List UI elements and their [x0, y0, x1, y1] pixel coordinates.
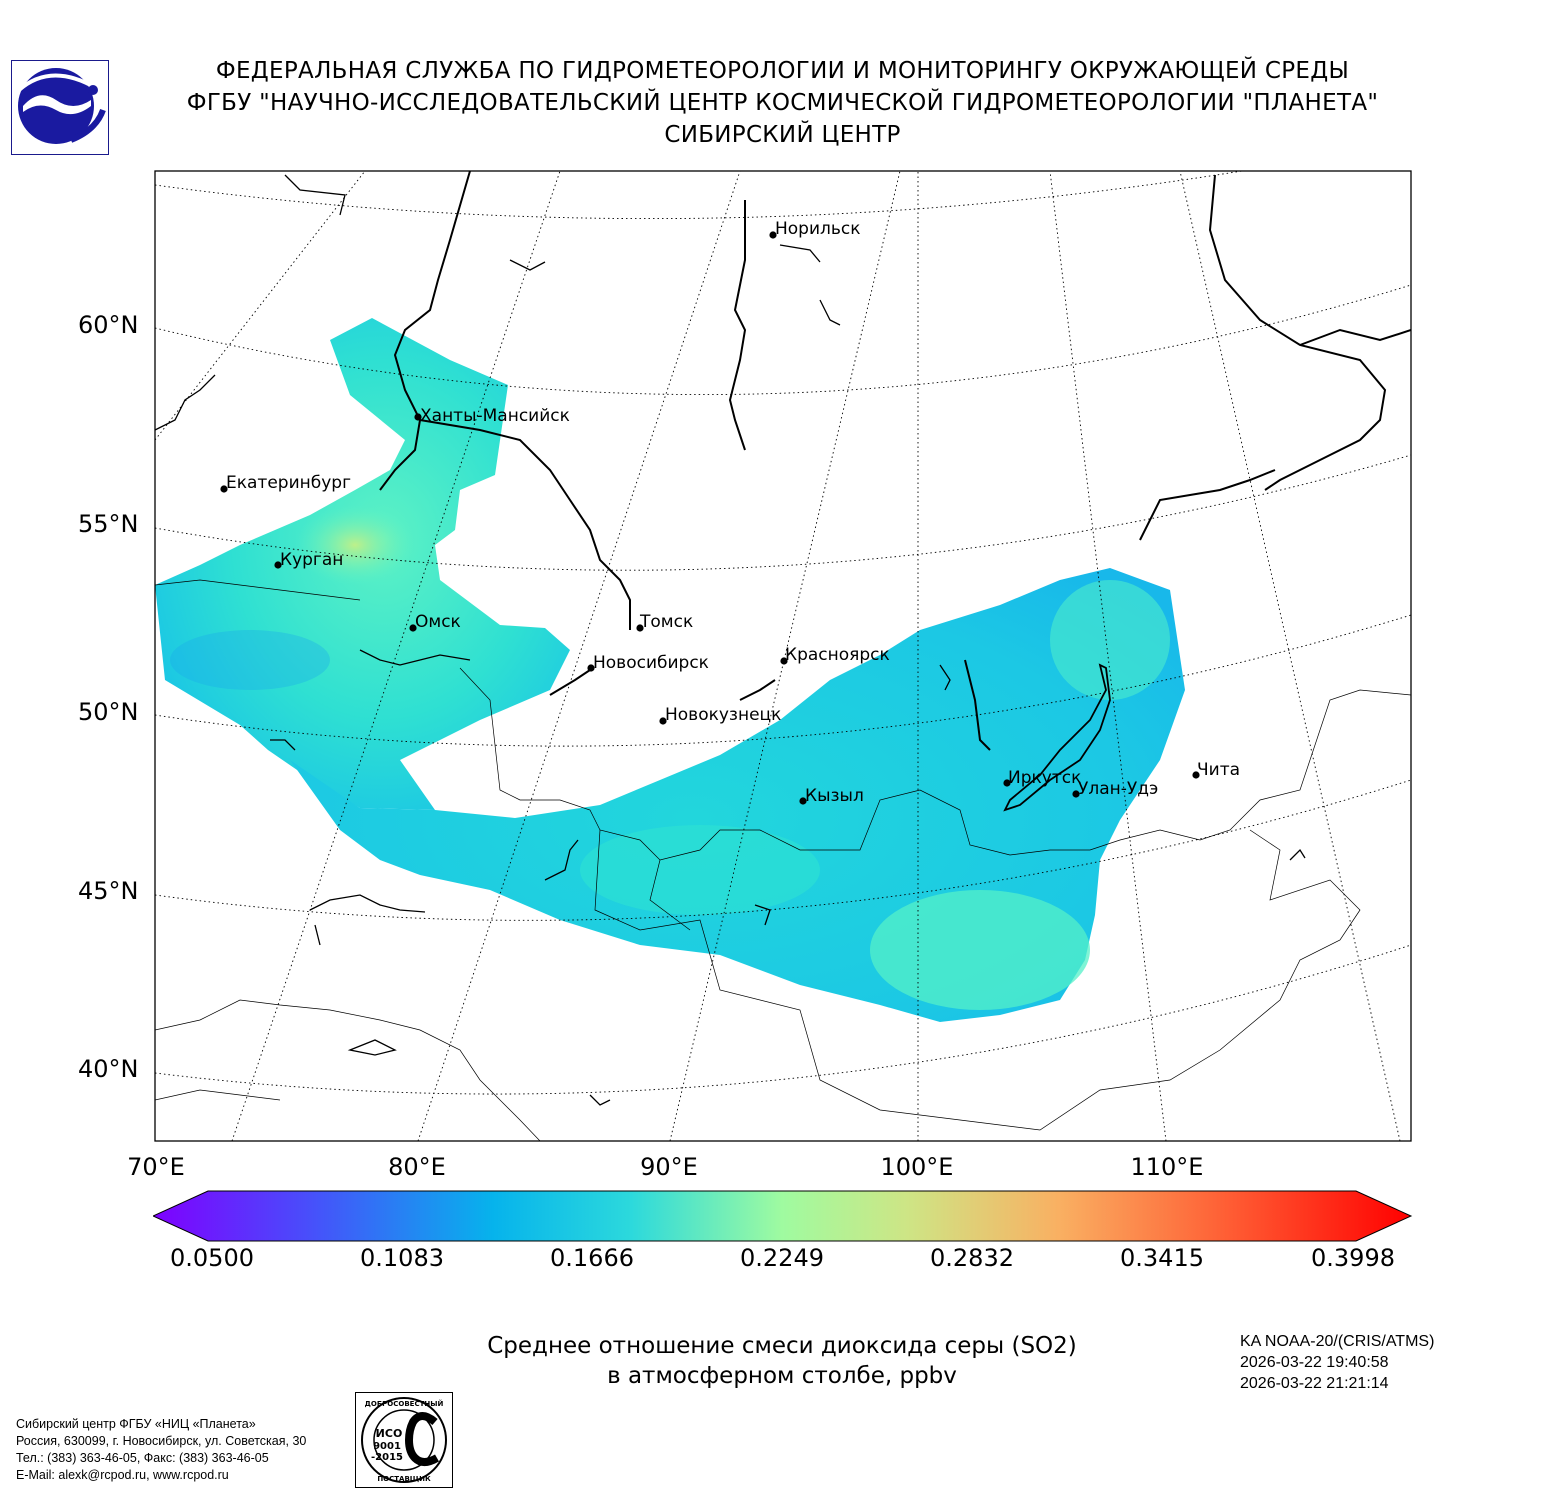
city-label-ulan-ude: Улан-Удэ [1078, 779, 1158, 799]
city-label-chita: Чита [1197, 760, 1240, 780]
lon-label-100: 100°E [880, 1153, 954, 1181]
colorbar-tick-0: 0.0500 [170, 1244, 254, 1272]
satellite-end-time: 2026-03-22 21:21:14 [1240, 1375, 1389, 1392]
so2-band-southeast [870, 890, 1090, 1010]
city-marker-omsk [409, 624, 417, 632]
so2-band-northeast [1050, 580, 1170, 700]
city-marker-tomsk [636, 624, 644, 632]
city-markers [220, 231, 1200, 805]
city-marker-norilsk [769, 231, 777, 239]
caption-line-2: в атмосферном столбе, ppbv [607, 1363, 957, 1389]
city-label-krasnoyarsk: Красноярск [785, 645, 890, 665]
lat-label-55: 55°N [78, 510, 139, 538]
header-line-2: ФГБУ "НАУЧНО-ИССЛЕДОВАТЕЛЬСКИЙ ЦЕНТР КОС… [186, 90, 1379, 116]
city-marker-kurgan [274, 561, 282, 569]
city-label-omsk: Омск [415, 612, 461, 632]
city-label-novokuznetsk: Новокузнецк [665, 705, 781, 725]
lat-label-40: 40°N [78, 1055, 139, 1083]
stamp-text-iso: ИСО [376, 1427, 403, 1440]
so2-max-kurgan [295, 505, 415, 585]
graticule-meridians [155, 171, 1401, 1141]
lakes-and-coast [155, 174, 1306, 1106]
city-marker-yekaterinburg [220, 485, 228, 493]
city-label-kyzyl: Кызыл [805, 786, 864, 806]
city-label-kurgan: Курган [280, 550, 343, 570]
contact-address: Россия, 630099, г. Новосибирск, ул. Сове… [16, 1434, 307, 1448]
country-borders [155, 579, 1411, 1141]
colorbar-tick-6: 0.3998 [1311, 1244, 1395, 1272]
colorbar-tick-5: 0.3415 [1120, 1244, 1204, 1272]
colorbar-tick-4: 0.2832 [930, 1244, 1014, 1272]
lat-label-45: 45°N [78, 877, 139, 905]
city-label-irkutsk: Иркутск [1008, 768, 1081, 788]
lake-baikal [1003, 663, 1111, 812]
iso-stamp-icon: ДОБРОСОВЕСТНЫЙ ИСО 9001 -2015 ПОСТАВЩИК [355, 1392, 453, 1488]
city-label-novosibirsk: Новосибирск [593, 653, 709, 673]
lon-label-90: 90°E [640, 1153, 698, 1181]
header-line-3: СИБИРСКИЙ ЦЕНТР [664, 122, 901, 148]
colorbar [153, 1190, 1413, 1242]
colorbar-tick-3: 0.2249 [740, 1244, 824, 1272]
lon-label-80: 80°E [388, 1153, 446, 1181]
stamp-text-top: ДОБРОСОВЕСТНЫЙ [365, 1399, 444, 1408]
rivers [379, 171, 1411, 751]
so2-band-west [170, 630, 330, 690]
caption-line-1: Среднее отношение смеси диоксида серы (S… [487, 1333, 1077, 1359]
city-marker-krasnoyarsk [780, 657, 788, 665]
graticule-parallels [155, 171, 1411, 1095]
roshydromet-logo-icon [11, 60, 109, 155]
lon-label-110: 110°E [1130, 1153, 1204, 1181]
satellite-name: KA NOAA-20/(CRIS/ATMS) [1240, 1333, 1435, 1350]
colorbar-tick-1: 0.1083 [360, 1244, 444, 1272]
map-frame [154, 170, 1412, 1142]
city-marker-ulan-ude [1072, 790, 1080, 798]
contact-org: Сибирский центр ФГБУ «НИЦ «Планета» [16, 1417, 256, 1431]
city-marker-novosibirsk [587, 664, 595, 672]
city-label-tomsk: Томск [639, 612, 693, 632]
lat-label-60: 60°N [78, 311, 139, 339]
colorbar-tick-2: 0.1666 [550, 1244, 634, 1272]
header-line-1: ФЕДЕРАЛЬНАЯ СЛУЖБА ПО ГИДРОМЕТЕОРОЛОГИИ … [215, 58, 1350, 84]
lon-label-70: 70°E [127, 1153, 185, 1181]
contact-phone: Тел.: (383) 363-46-05, Факс: (383) 363-4… [16, 1451, 269, 1465]
city-marker-irkutsk [1003, 779, 1011, 787]
stamp-text-year: -2015 [371, 1452, 403, 1463]
city-label-khanty-mansiysk: Ханты-Мансийск [420, 406, 570, 426]
city-marker-kyzyl [799, 797, 807, 805]
lat-label-50: 50°N [78, 698, 139, 726]
contact-email: E-Mail: alexk@rcpod.ru, www.rcpod.ru [16, 1468, 229, 1482]
stamp-text-bottom: ПОСТАВЩИК [377, 1475, 431, 1483]
city-label-norilsk: Норильск [775, 219, 861, 239]
city-marker-khanty-mansiysk [414, 413, 422, 421]
city-marker-chita [1192, 771, 1200, 779]
so2-band-center [580, 825, 820, 915]
city-marker-novokuznetsk [659, 717, 667, 725]
map-canvas: Норильск Ханты-Мансийск Екатеринбург Кур… [154, 170, 1412, 1142]
stamp-text-num: 9001 [373, 1441, 401, 1452]
city-label-yekaterinburg: Екатеринбург [226, 473, 351, 493]
satellite-start-time: 2026-03-22 19:40:58 [1240, 1354, 1389, 1371]
